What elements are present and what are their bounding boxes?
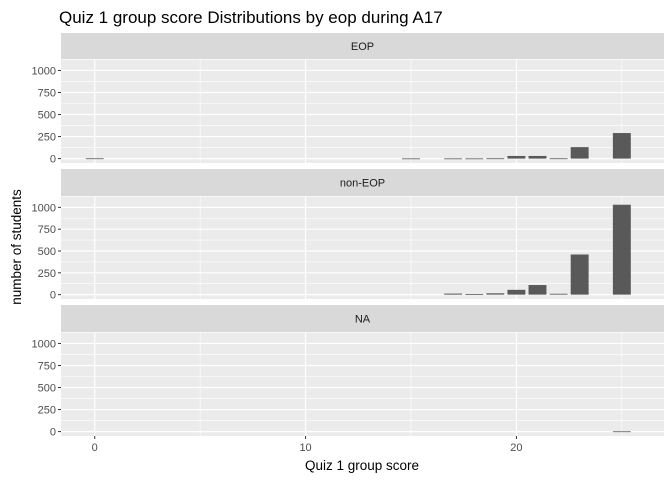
y-tick-label: 500 bbox=[38, 383, 56, 395]
facet-eop: EOP 0 250 500 750 1000 bbox=[32, 33, 664, 166]
facet-strip-label-eop: EOP bbox=[351, 41, 374, 53]
x-tick-label: 0 bbox=[92, 442, 98, 454]
facet-panels: EOP02505007501000non-EOP02505007501000NA… bbox=[32, 33, 664, 439]
bar-eop-17 bbox=[444, 158, 463, 160]
facet-strip-eop bbox=[61, 33, 664, 59]
facet-non-eop: non-EOP 0 250 500 750 1000 bbox=[32, 169, 664, 302]
bar-eop-25 bbox=[612, 133, 631, 159]
y-tick-label: 500 bbox=[38, 246, 56, 258]
bar-non-eop-17 bbox=[444, 293, 463, 295]
y-tick-label: 750 bbox=[38, 224, 56, 236]
x-axis-label: Quiz 1 group score bbox=[305, 458, 419, 473]
facet-na: NA 0 250 500 750 1000 bbox=[32, 305, 664, 439]
bar-non-eop-18 bbox=[465, 294, 484, 295]
bar-na-25 bbox=[612, 431, 631, 433]
y-axis-label: number of students bbox=[9, 189, 24, 305]
y-tick-label: 250 bbox=[38, 132, 56, 144]
bar-eop-21 bbox=[528, 155, 547, 159]
bar-non-eop-19 bbox=[486, 293, 505, 295]
x-axis: 0 10 20 bbox=[92, 436, 523, 454]
y-tick-label: 1000 bbox=[32, 65, 56, 77]
y-tick-label: 750 bbox=[38, 360, 56, 372]
y-tick-label: 500 bbox=[38, 110, 56, 122]
y-tick-label: 1000 bbox=[32, 202, 56, 214]
panel-background-eop bbox=[61, 59, 664, 163]
bar-eop-20 bbox=[507, 155, 526, 159]
y-tick-label: 250 bbox=[38, 405, 56, 417]
bar-non-eop-21 bbox=[528, 285, 547, 295]
facet-strip-label-non-eop: non-EOP bbox=[340, 178, 385, 190]
bar-non-eop-22 bbox=[549, 293, 568, 295]
y-tick-label: 750 bbox=[38, 87, 56, 99]
bar-eop-15 bbox=[402, 158, 420, 160]
x-tick-label: 10 bbox=[299, 442, 311, 454]
bar-non-eop-23 bbox=[570, 254, 589, 295]
chart-title: Quiz 1 group score Distributions by eop … bbox=[59, 8, 443, 27]
facet-strip-label-na: NA bbox=[355, 314, 371, 326]
y-tick-label: 0 bbox=[50, 427, 56, 439]
panel-background-non-eop bbox=[61, 196, 664, 299]
bar-eop-18 bbox=[465, 158, 484, 160]
facet-strip-na bbox=[61, 305, 664, 332]
bar-non-eop-20 bbox=[507, 289, 526, 295]
y-tick-label: 250 bbox=[38, 268, 56, 280]
y-tick-label: 0 bbox=[50, 154, 56, 166]
bar-non-eop-25 bbox=[612, 204, 631, 295]
panel-background-na bbox=[61, 332, 664, 436]
x-tick-label: 20 bbox=[510, 442, 522, 454]
bar-eop-0 bbox=[85, 158, 104, 160]
bar-eop-23 bbox=[570, 147, 589, 159]
bar-eop-19 bbox=[486, 158, 505, 160]
y-tick-label: 0 bbox=[50, 290, 56, 302]
facet-strip-non-eop bbox=[61, 169, 664, 196]
y-tick-label: 1000 bbox=[32, 338, 56, 350]
bar-eop-22 bbox=[549, 158, 568, 160]
